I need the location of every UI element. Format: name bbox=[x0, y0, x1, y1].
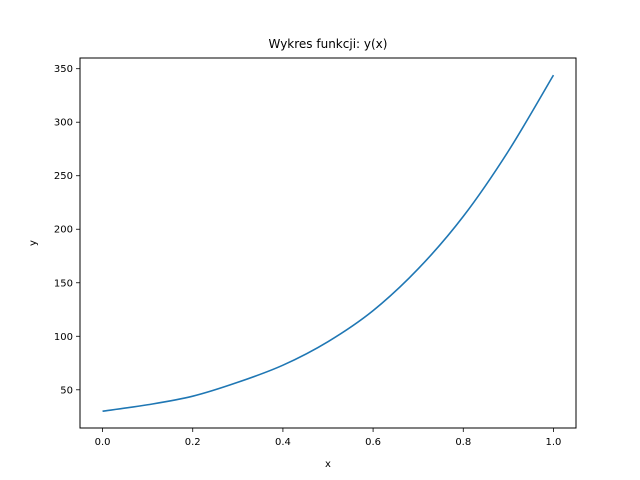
series-line bbox=[102, 74, 555, 412]
x-tick-label: 0.2 bbox=[185, 437, 201, 448]
x-tick-label: 0.8 bbox=[455, 437, 471, 448]
y-tick-label: 300 bbox=[54, 118, 73, 129]
y-tick-label: 100 bbox=[54, 332, 73, 343]
y-tick-label: 250 bbox=[54, 171, 73, 182]
x-axis-label: x bbox=[325, 459, 331, 470]
x-tick-label: 1.0 bbox=[546, 437, 562, 448]
plot-area bbox=[102, 74, 555, 412]
y-tick-label: 200 bbox=[54, 225, 73, 236]
y-axis-label: y bbox=[28, 240, 39, 246]
chart-title: Wykres funkcji: y(x) bbox=[269, 37, 388, 51]
y-tick-label: 150 bbox=[54, 278, 73, 289]
y-tick-label: 350 bbox=[54, 64, 73, 75]
x-tick-label: 0.0 bbox=[95, 437, 111, 448]
axes-frame bbox=[79, 57, 577, 429]
x-tick-label: 0.6 bbox=[365, 437, 381, 448]
y-tick-label: 50 bbox=[60, 385, 73, 396]
x-tick-label: 0.4 bbox=[275, 437, 291, 448]
y-axis-ticks: 50 100 150 200 250 300 350 bbox=[54, 64, 80, 396]
x-axis-ticks: 0.0 0.2 0.4 0.6 0.8 1.0 bbox=[95, 428, 562, 448]
